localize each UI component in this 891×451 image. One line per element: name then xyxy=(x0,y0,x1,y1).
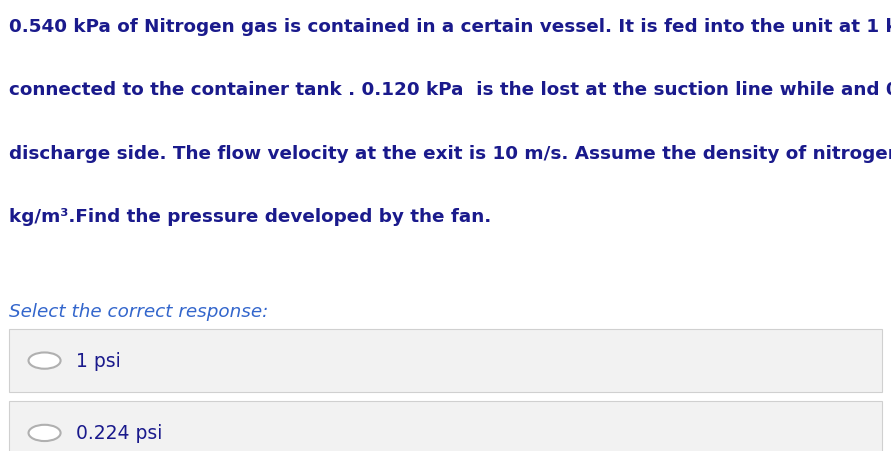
Text: connected to the container tank . 0.120 kPa  is the lost at the suction line whi: connected to the container tank . 0.120 … xyxy=(9,81,891,99)
Circle shape xyxy=(29,353,61,369)
Text: 0.540 kPa of Nitrogen gas is contained in a certain vessel. It is fed into the u: 0.540 kPa of Nitrogen gas is contained i… xyxy=(9,18,891,36)
Text: discharge side. The flow velocity at the exit is 10 m/s. Assume the density of n: discharge side. The flow velocity at the… xyxy=(9,144,891,162)
Circle shape xyxy=(29,425,61,441)
Text: kg/m³.Find the pressure developed by the fan.: kg/m³.Find the pressure developed by the… xyxy=(9,207,491,226)
Text: 1 psi: 1 psi xyxy=(76,351,120,370)
Bar xyxy=(9,329,882,392)
Text: Select the correct response:: Select the correct response: xyxy=(9,302,268,320)
Text: 0.224 psi: 0.224 psi xyxy=(76,423,162,442)
Bar xyxy=(9,401,882,451)
